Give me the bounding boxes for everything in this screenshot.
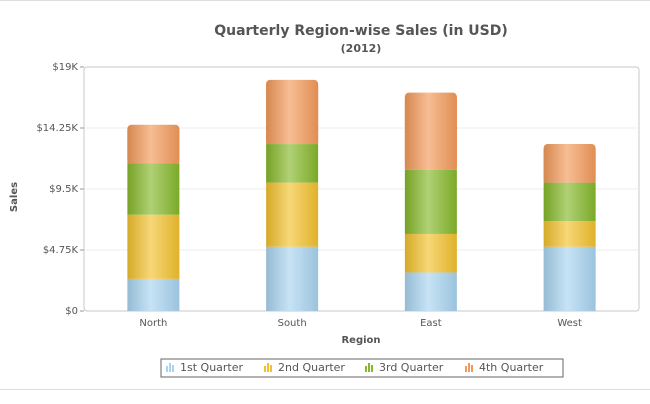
- y-tick-label: $4.75K: [43, 245, 79, 256]
- y-tick-label: $0: [65, 306, 78, 317]
- bar-segment-fill: [404, 97, 457, 170]
- bar-2nd-quarter-west[interactable]: [543, 221, 596, 247]
- y-axis-ticks: $0 $4.75K $9.5K $14.25K $19K: [36, 62, 84, 317]
- bar-3rd-quarter-west[interactable]: [543, 182, 596, 222]
- bar-2nd-quarter-east[interactable]: [404, 233, 457, 273]
- x-tick-label: North: [139, 318, 167, 329]
- x-axis-title: Region: [341, 335, 380, 346]
- x-tick-label: West: [557, 318, 582, 329]
- legend: 1st Quarter 2nd Quarter 3rd Quarter 4th Qua…: [160, 358, 564, 378]
- bar-3rd-quarter-south[interactable]: [266, 144, 319, 183]
- frame-bottom-line: [0, 389, 650, 390]
- bar-segment-fill: [543, 149, 596, 183]
- y-axis-title: Sales: [9, 182, 20, 212]
- x-axis-ticks: North South East West: [139, 318, 582, 329]
- legend-label[interactable]: 3rd Quarter: [379, 361, 444, 374]
- legend-label[interactable]: 2nd Quarter: [278, 361, 345, 374]
- legend-bar-icon: [365, 363, 373, 372]
- x-tick-label: East: [420, 318, 442, 329]
- bar-segment-fill: [266, 84, 319, 145]
- bar-2nd-quarter-south[interactable]: [266, 182, 319, 247]
- legend-bar-icon: [166, 363, 174, 372]
- bar-1st-quarter-north[interactable]: [127, 278, 180, 311]
- legend-bar-icon: [264, 363, 272, 372]
- bar-3rd-quarter-north[interactable]: [127, 163, 180, 215]
- y-tick-label: $19K: [52, 62, 78, 73]
- frame-top-line: [0, 0, 650, 1]
- bar-1st-quarter-east[interactable]: [404, 272, 457, 311]
- legend-bar-icon: [465, 363, 473, 372]
- bars: [127, 79, 596, 311]
- y-tick-label: $14.25K: [36, 123, 78, 134]
- bar-1st-quarter-south[interactable]: [266, 246, 319, 311]
- bar-3rd-quarter-east[interactable]: [404, 169, 457, 234]
- y-tick-label: $9.5K: [49, 184, 78, 195]
- x-tick-label: South: [278, 318, 307, 329]
- legend-box: [160, 358, 564, 378]
- chart-subtitle: (2012): [341, 42, 382, 55]
- legend-label[interactable]: 4th Quarter: [479, 361, 544, 374]
- chart-title: Quarterly Region-wise Sales (in USD): [214, 23, 508, 39]
- bar-2nd-quarter-north[interactable]: [127, 214, 180, 279]
- bar-segment-fill: [127, 129, 180, 164]
- bar-1st-quarter-west[interactable]: [543, 246, 596, 311]
- legend-label[interactable]: 1st Quarter: [180, 361, 244, 374]
